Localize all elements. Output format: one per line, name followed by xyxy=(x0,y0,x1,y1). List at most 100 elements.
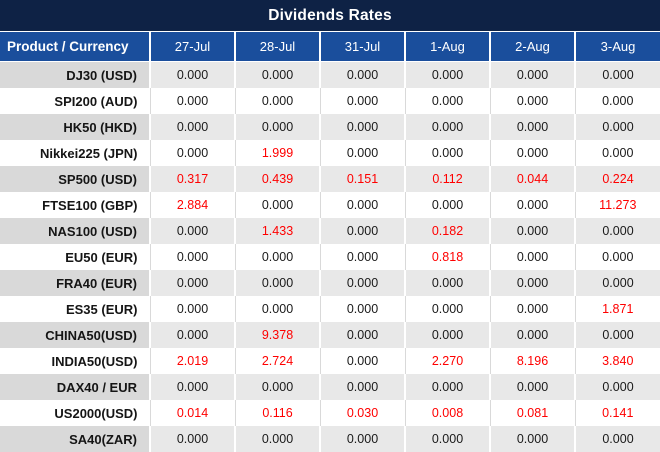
dividend-value: 0.224 xyxy=(574,166,660,192)
column-header-date: 31-Jul xyxy=(319,32,405,62)
table-row: INDIA50(USD) 2.019 2.724 0.000 2.270 8.196 3.8… xyxy=(0,348,660,374)
table-row: SPI200 (AUD) 0.000 0.000 0.000 0.000 0.000 0.0… xyxy=(0,88,660,114)
product-label: FTSE100 (GBP) xyxy=(0,192,150,218)
table-row: SA40(ZAR) 0.000 0.000 0.000 0.000 0.000 0.000 xyxy=(0,426,660,452)
widget-title: Dividends Rates xyxy=(0,0,660,32)
dividend-value: 0.439 xyxy=(234,166,320,192)
table-body: DJ30 (USD) 0.000 0.000 0.000 0.000 0.000 0.000… xyxy=(0,61,660,452)
dividend-value: 1.999 xyxy=(234,140,320,166)
dividend-value: 0.000 xyxy=(574,88,660,114)
table-row: HK50 (HKD) 0.000 0.000 0.000 0.000 0.000 0.000 xyxy=(0,114,660,140)
dividend-value: 0.030 xyxy=(319,400,405,426)
dividend-value: 0.000 xyxy=(574,218,660,244)
dividend-value: 0.000 xyxy=(319,88,405,114)
dividend-value: 0.000 xyxy=(234,88,320,114)
table-row: DAX40 / EUR 0.000 0.000 0.000 0.000 0.000 0.00… xyxy=(0,374,660,400)
product-label: FRA40 (EUR) xyxy=(0,270,150,296)
dividend-value: 3.840 xyxy=(574,348,660,374)
dividend-value: 0.000 xyxy=(404,192,490,218)
table-row: DJ30 (USD) 0.000 0.000 0.000 0.000 0.000 0.000 xyxy=(0,61,660,88)
dividend-value: 0.000 xyxy=(319,140,405,166)
dividend-value: 0.000 xyxy=(319,218,405,244)
dividend-value: 0.000 xyxy=(234,192,320,218)
dividend-value: 0.000 xyxy=(489,140,575,166)
dividend-value: 0.818 xyxy=(404,244,490,270)
dividend-value: 0.000 xyxy=(489,244,575,270)
dividend-value: 2.884 xyxy=(149,192,235,218)
dividend-value: 2.019 xyxy=(149,348,235,374)
dividend-value: 9.378 xyxy=(234,322,320,348)
dividend-value: 0.000 xyxy=(149,140,235,166)
table-row: FTSE100 (GBP) 2.884 0.000 0.000 0.000 0.000 11… xyxy=(0,192,660,218)
dividend-value: 0.000 xyxy=(489,61,575,88)
table-row: FRA40 (EUR) 0.000 0.000 0.000 0.000 0.000 0.00… xyxy=(0,270,660,296)
dividend-value: 0.000 xyxy=(489,270,575,296)
dividend-value: 0.141 xyxy=(574,400,660,426)
dividend-value: 0.000 xyxy=(149,114,235,140)
dividend-value: 0.151 xyxy=(319,166,405,192)
column-header-date: 27-Jul xyxy=(149,32,235,62)
product-label: DJ30 (USD) xyxy=(0,61,150,88)
dividend-value: 0.000 xyxy=(404,296,490,322)
dividend-value: 0.000 xyxy=(404,322,490,348)
dividend-value: 0.000 xyxy=(574,61,660,88)
dividend-value: 0.116 xyxy=(234,400,320,426)
table-row: US2000(USD) 0.014 0.116 0.030 0.008 0.081 0.14… xyxy=(0,400,660,426)
table-row: Nikkei225 (JPN) 0.000 1.999 0.000 0.000 0.000… xyxy=(0,140,660,166)
dividend-value: 0.000 xyxy=(234,270,320,296)
dividend-value: 0.000 xyxy=(404,426,490,452)
dividend-value: 0.000 xyxy=(489,114,575,140)
dividend-value: 0.000 xyxy=(319,322,405,348)
column-header-date: 1-Aug xyxy=(404,32,490,62)
dividend-value: 0.000 xyxy=(234,61,320,88)
dividend-value: 0.081 xyxy=(489,400,575,426)
dividend-value: 0.000 xyxy=(574,270,660,296)
dividend-value: 1.871 xyxy=(574,296,660,322)
dividend-value: 0.000 xyxy=(149,270,235,296)
dividend-value: 0.000 xyxy=(149,426,235,452)
product-label: CHINA50(USD) xyxy=(0,322,150,348)
dividend-value: 8.196 xyxy=(489,348,575,374)
dividend-value: 0.044 xyxy=(489,166,575,192)
dividend-value: 0.000 xyxy=(149,218,235,244)
dividend-value: 0.000 xyxy=(319,244,405,270)
dividend-value: 0.000 xyxy=(574,114,660,140)
dividend-value: 0.000 xyxy=(574,140,660,166)
dividend-value: 0.000 xyxy=(149,322,235,348)
dividend-value: 0.000 xyxy=(149,296,235,322)
dividend-value: 0.000 xyxy=(574,322,660,348)
dividend-value: 0.000 xyxy=(404,270,490,296)
dividend-value: 0.000 xyxy=(319,296,405,322)
product-label: SA40(ZAR) xyxy=(0,426,150,452)
dividend-value: 0.000 xyxy=(234,244,320,270)
dividend-value: 0.000 xyxy=(489,322,575,348)
dividend-value: 0.000 xyxy=(319,61,405,88)
dividend-value: 2.724 xyxy=(234,348,320,374)
dividend-value: 0.000 xyxy=(574,244,660,270)
table-row: ES35 (EUR) 0.000 0.000 0.000 0.000 0.000 1.871 xyxy=(0,296,660,322)
dividends-table: Product / Currency 27-Jul 28-Jul 31-Jul 1-A… xyxy=(0,32,660,452)
table-row: CHINA50(USD) 0.000 9.378 0.000 0.000 0.000 0.0… xyxy=(0,322,660,348)
product-label: HK50 (HKD) xyxy=(0,114,150,140)
dividend-value: 1.433 xyxy=(234,218,320,244)
dividend-value: 0.000 xyxy=(489,218,575,244)
dividend-value: 0.000 xyxy=(404,114,490,140)
product-label: SP500 (USD) xyxy=(0,166,150,192)
column-header-date: 2-Aug xyxy=(489,32,575,62)
column-header-date: 28-Jul xyxy=(234,32,320,62)
dividend-value: 0.000 xyxy=(319,426,405,452)
column-header-product-currency: Product / Currency xyxy=(0,32,150,62)
table-row: EU50 (EUR) 0.000 0.000 0.000 0.818 0.000 0.000 xyxy=(0,244,660,270)
table-header-row: Product / Currency 27-Jul 28-Jul 31-Jul 1-A… xyxy=(0,32,660,62)
product-label: NAS100 (USD) xyxy=(0,218,150,244)
dividend-value: 0.000 xyxy=(489,192,575,218)
dividend-value: 0.000 xyxy=(404,88,490,114)
table-row: NAS100 (USD) 0.000 1.433 0.000 0.182 0.000 0.0… xyxy=(0,218,660,244)
dividend-value: 0.000 xyxy=(404,140,490,166)
dividend-value: 0.000 xyxy=(149,88,235,114)
dividend-value: 0.000 xyxy=(319,270,405,296)
dividend-value: 0.000 xyxy=(234,374,320,400)
dividend-value: 0.112 xyxy=(404,166,490,192)
dividend-value: 0.000 xyxy=(489,426,575,452)
